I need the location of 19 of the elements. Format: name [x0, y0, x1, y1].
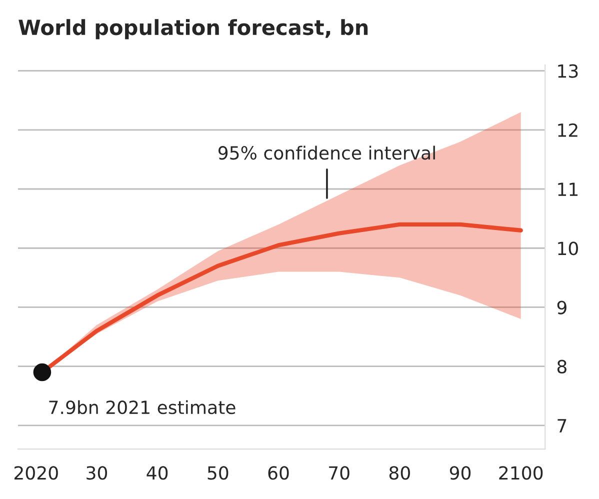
y-tick-label: 11 [558, 182, 578, 196]
y-tick-label: 12 [558, 123, 578, 137]
x-tick-label: 30 [86, 466, 108, 480]
y-tick-label: 13 [558, 64, 578, 78]
y-tick-label: 10 [558, 242, 578, 256]
x-tick-label: 90 [450, 466, 471, 480]
y-tick-label: 8 [557, 360, 566, 374]
x-tick-label: 50 [208, 466, 228, 480]
x-tick-label: 70 [329, 466, 350, 480]
x-tick-label: 60 [268, 466, 289, 480]
x-tick-label: 2020 [14, 466, 58, 480]
y-tick-label: 9 [557, 300, 566, 314]
x-tick-label: 2100 [499, 466, 543, 480]
x-tick-label: 40 [146, 466, 168, 480]
annotation: 95% confidence interval [218, 146, 435, 160]
x-tick-label: 80 [389, 466, 410, 480]
y-tick-label: 7 [558, 419, 566, 432]
chart-title: World population forecast, bn [18, 19, 368, 40]
annotation: 7.9bn 2021 estimate [49, 400, 236, 414]
